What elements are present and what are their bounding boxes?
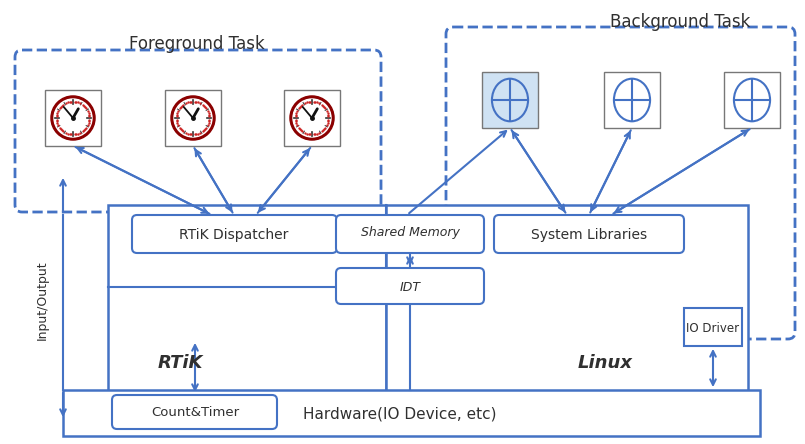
Text: RTiK Dispatcher: RTiK Dispatcher <box>180 228 289 242</box>
Circle shape <box>51 96 95 140</box>
Text: Count&Timer: Count&Timer <box>151 405 239 419</box>
Circle shape <box>54 99 92 137</box>
Text: Shared Memory: Shared Memory <box>361 226 460 238</box>
Circle shape <box>174 99 212 137</box>
Bar <box>482 72 538 128</box>
FancyBboxPatch shape <box>336 215 484 253</box>
Circle shape <box>171 96 215 140</box>
Text: Foreground Task: Foreground Task <box>129 35 265 53</box>
Text: Hardware(IO Device, etc): Hardware(IO Device, etc) <box>303 407 497 421</box>
FancyBboxPatch shape <box>112 395 277 429</box>
Bar <box>386 205 748 398</box>
Text: Input/Output: Input/Output <box>35 260 48 340</box>
Bar <box>284 90 340 146</box>
Bar <box>45 90 101 146</box>
FancyBboxPatch shape <box>15 50 381 212</box>
Text: Background Task: Background Task <box>610 13 750 31</box>
Bar <box>605 72 660 128</box>
Ellipse shape <box>614 79 650 121</box>
Bar <box>165 90 221 146</box>
Ellipse shape <box>734 79 770 121</box>
FancyBboxPatch shape <box>132 215 337 253</box>
Ellipse shape <box>492 79 528 121</box>
Text: System Libraries: System Libraries <box>531 228 647 242</box>
Bar <box>684 308 742 346</box>
Bar <box>108 205 386 398</box>
Text: Linux: Linux <box>578 354 633 372</box>
Bar <box>724 72 780 128</box>
Bar <box>63 390 760 436</box>
Text: RTiK: RTiK <box>158 354 204 372</box>
Text: IO Driver: IO Driver <box>687 321 740 334</box>
FancyBboxPatch shape <box>336 268 484 304</box>
Circle shape <box>290 96 334 140</box>
Circle shape <box>293 99 331 137</box>
FancyBboxPatch shape <box>494 215 684 253</box>
FancyBboxPatch shape <box>446 27 795 339</box>
Text: IDT: IDT <box>399 281 420 293</box>
